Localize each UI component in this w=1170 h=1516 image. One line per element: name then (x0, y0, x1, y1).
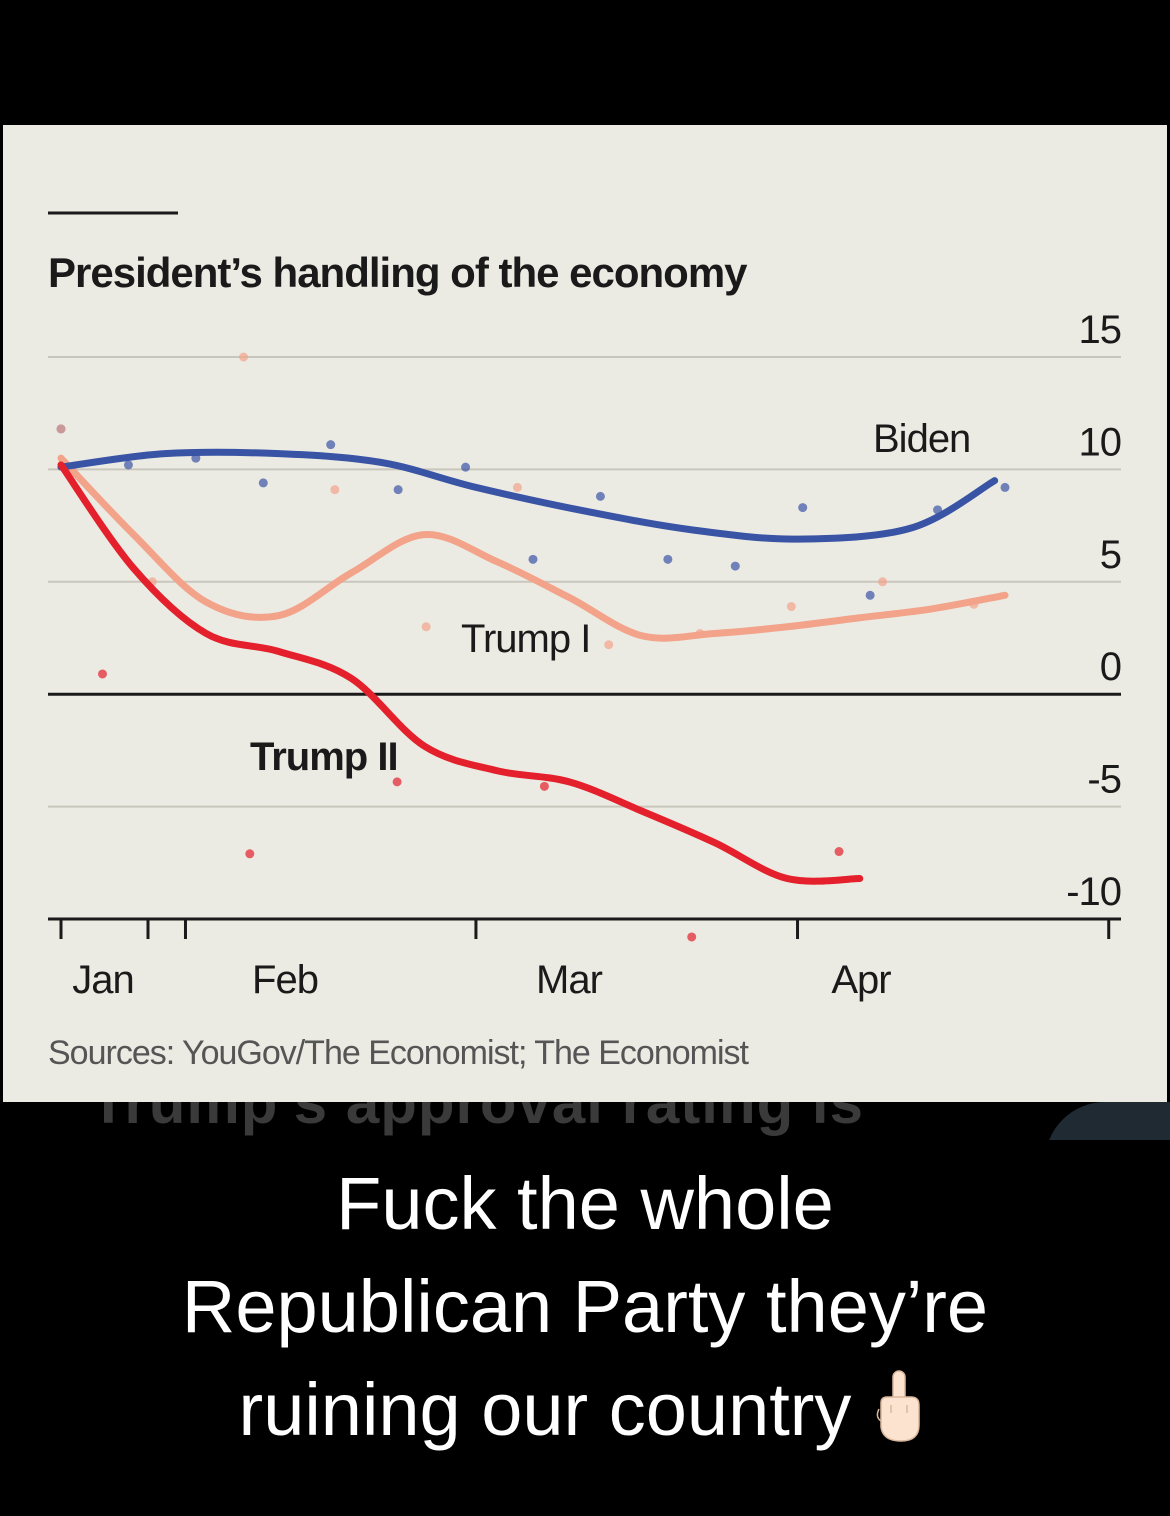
y-tick-label: -5 (1087, 758, 1121, 802)
caption-line-3: ruining our country (0, 1358, 1170, 1461)
data-point (56, 424, 66, 434)
chart-source: Sources: YouGov/The Economist; The Econo… (48, 1034, 750, 1072)
background-shape (1045, 1102, 1170, 1140)
y-tick-label: 0 (1100, 645, 1121, 689)
series-label-biden: Biden (873, 417, 970, 461)
series-lines (57, 448, 1009, 885)
data-point (798, 503, 808, 513)
background-overlay-strip: Trump’s approval rating is (0, 1102, 1170, 1140)
series-line-trump-ii (57, 461, 864, 885)
x-tick-label-feb: Feb (252, 958, 318, 1002)
scatter-points (56, 352, 1010, 942)
caption-line-1: Fuck the whole (336, 1162, 834, 1245)
chart-panel: President’s handling of the economy Jan F… (3, 125, 1167, 1102)
caption-line-2: Republican Party they’re (181, 1265, 989, 1348)
y-tick-label: 15 (1079, 308, 1122, 352)
data-point (730, 561, 740, 571)
x-tick-label-mar: Mar (536, 958, 603, 1002)
data-point (258, 478, 268, 488)
y-tick-label: -10 (1066, 870, 1121, 914)
x-axis: Jan Feb Mar Apr (48, 917, 1121, 1002)
data-point (539, 781, 549, 791)
caption-line-3-text: ruining our country (238, 1368, 852, 1451)
caption: Fuck the whole Republican Party they’re … (0, 1152, 1170, 1461)
data-point (239, 352, 249, 362)
data-point (595, 491, 605, 501)
x-tick-label-jan: Jan (72, 958, 134, 1002)
data-point (528, 554, 538, 564)
series-line-biden (57, 448, 999, 543)
data-point (878, 577, 888, 587)
series-label-trump-ii: Trump II (250, 735, 398, 779)
data-point (326, 440, 336, 450)
x-tick-label-apr: Apr (831, 958, 891, 1002)
data-point (786, 602, 796, 612)
data-point (245, 849, 255, 859)
data-point (834, 847, 844, 857)
data-point (663, 554, 673, 564)
data-point (461, 462, 471, 472)
economy-approval-chart: President’s handling of the economy Jan F… (48, 211, 1122, 1072)
data-point (604, 640, 614, 650)
data-point (865, 590, 875, 600)
y-tick-label: 10 (1079, 420, 1122, 464)
data-point (97, 669, 107, 679)
background-overlay-text: Trump’s approval rating is (90, 1102, 864, 1136)
data-point (330, 485, 340, 495)
data-point (512, 482, 522, 492)
y-tick-label: 5 (1100, 533, 1121, 577)
data-point (1000, 482, 1010, 492)
series-label-trump-i: Trump I (461, 617, 590, 661)
y-axis-labels: 15 10 5 0 -5 -10 (1066, 308, 1122, 914)
chart-title: President’s handling of the economy (48, 249, 748, 296)
data-point (393, 485, 403, 495)
middle-finger-hand-icon (877, 1370, 921, 1442)
data-point (392, 777, 402, 787)
data-point (421, 622, 431, 632)
data-point (687, 932, 697, 942)
series-line-trump-i (57, 454, 1009, 642)
data-point (123, 460, 133, 470)
